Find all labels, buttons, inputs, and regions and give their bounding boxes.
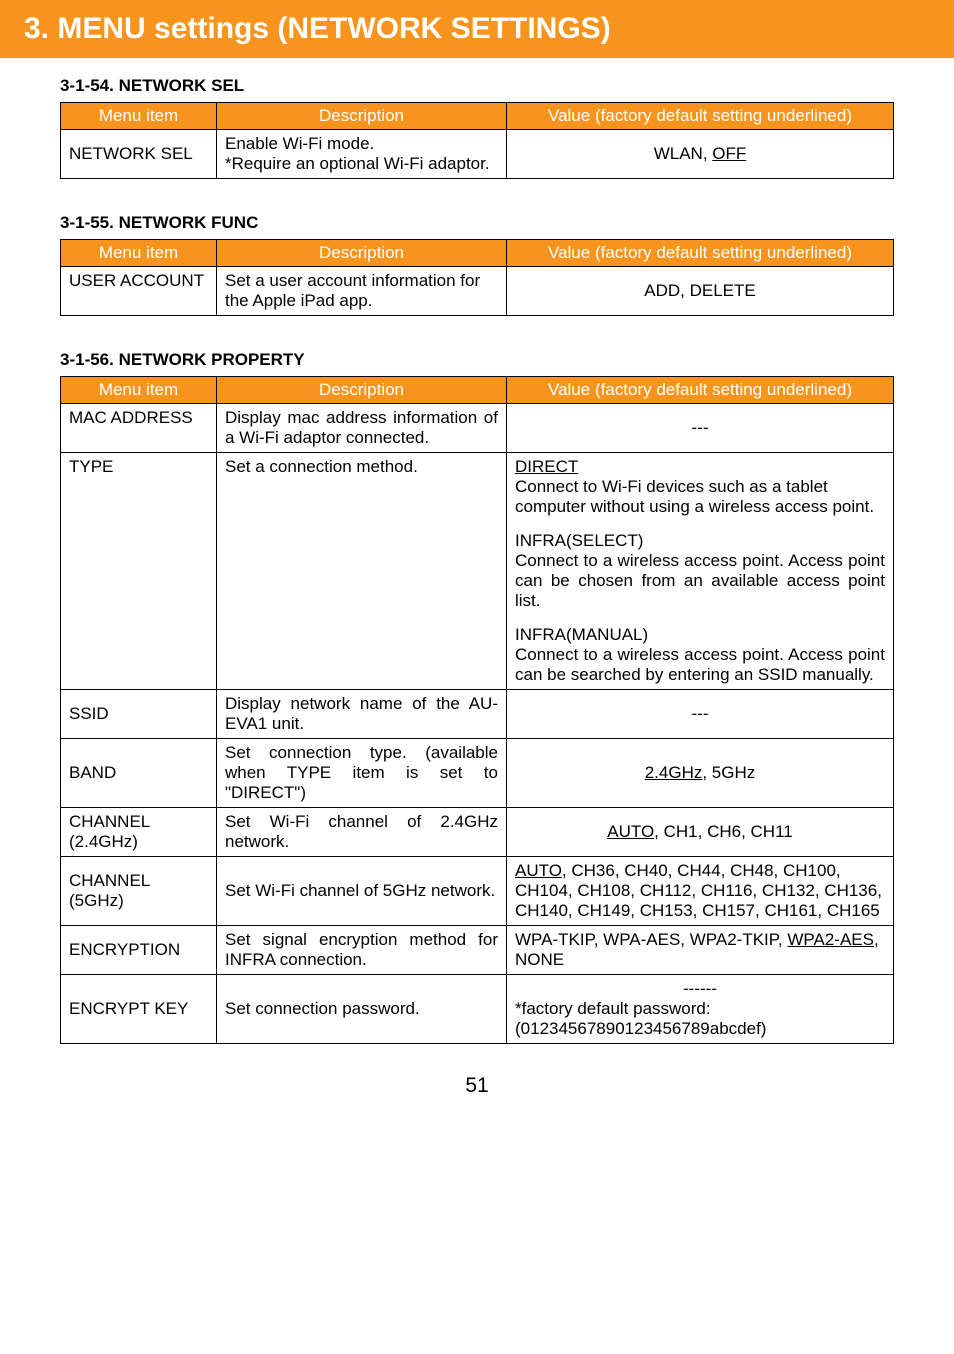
desc-line: Enable Wi-Fi mode. xyxy=(225,134,498,154)
table-54: Menu item Description Value (factory def… xyxy=(60,102,894,179)
cell-desc: Display mac address information of a Wi-… xyxy=(217,404,507,453)
section-heading-55: 3-1-55. NETWORK FUNC xyxy=(60,213,894,233)
cell-desc: Set connection password. xyxy=(217,975,507,1044)
table-56: Menu item Description Value (factory def… xyxy=(60,376,894,1044)
table-row: CHANNEL (5GHz) Set Wi-Fi channel of 5GHz… xyxy=(61,857,894,926)
cell-value: WPA-TKIP, WPA-AES, WPA2-TKIP, WPA2-AES, … xyxy=(507,926,894,975)
table-header-row: Menu item Description Value (factory def… xyxy=(61,103,894,130)
table-row: ENCRYPTION Set signal encryption method … xyxy=(61,926,894,975)
page-title: 3. MENU settings (NETWORK SETTINGS) xyxy=(24,12,930,46)
section-heading-56: 3-1-56. NETWORK PROPERTY xyxy=(60,350,894,370)
table-row: BAND Set connection type. (available whe… xyxy=(61,739,894,808)
value-text: WLAN, xyxy=(654,144,713,163)
value-default: AUTO xyxy=(515,861,562,880)
value-text: , 5GHz xyxy=(702,763,755,782)
cell-desc: Enable Wi-Fi mode. *Require an optional … xyxy=(217,130,507,179)
page-content: 3-1-54. NETWORK SEL Menu item Descriptio… xyxy=(0,76,954,1138)
cell-item: SSID xyxy=(61,690,217,739)
col-value: Value (factory default setting underline… xyxy=(507,377,894,404)
value-default: 2.4GHz xyxy=(645,763,703,782)
col-menu: Menu item xyxy=(61,103,217,130)
cell-value: --- xyxy=(507,690,894,739)
table-row: NETWORK SEL Enable Wi-Fi mode. *Require … xyxy=(61,130,894,179)
table-header-row: Menu item Description Value (factory def… xyxy=(61,240,894,267)
cell-item: NETWORK SEL xyxy=(61,130,217,179)
table-row: MAC ADDRESS Display mac address informat… xyxy=(61,404,894,453)
cell-desc: Set signal encryption method for INFRA c… xyxy=(217,926,507,975)
cell-value: DIRECT Connect to Wi-Fi devices such as … xyxy=(507,453,894,690)
cell-item: ENCRYPT KEY xyxy=(61,975,217,1044)
cell-value: WLAN, OFF xyxy=(507,130,894,179)
cell-value: AUTO, CH36, CH40, CH44, CH48, CH100, CH1… xyxy=(507,857,894,926)
cell-desc: Set a user account information for the A… xyxy=(217,267,507,316)
table-55: Menu item Description Value (factory def… xyxy=(60,239,894,316)
cell-value: ------ *factory default password: (01234… xyxy=(507,975,894,1044)
value-text: , CH1, CH6, CH11 xyxy=(654,822,793,841)
table-row: USER ACCOUNT Set a user account informat… xyxy=(61,267,894,316)
value-heading: INFRA(MANUAL) xyxy=(515,625,885,645)
cell-value: ADD, DELETE xyxy=(507,267,894,316)
cell-value: 2.4GHz, 5GHz xyxy=(507,739,894,808)
table-row: TYPE Set a connection method. DIRECT Con… xyxy=(61,453,894,690)
page-header: 3. MENU settings (NETWORK SETTINGS) xyxy=(0,0,954,58)
cell-item: ENCRYPTION xyxy=(61,926,217,975)
value-dash: ------ xyxy=(515,979,885,999)
value-default: OFF xyxy=(712,144,746,163)
cell-item: MAC ADDRESS xyxy=(61,404,217,453)
col-value: Value (factory default setting underline… xyxy=(507,103,894,130)
cell-value: AUTO, CH1, CH6, CH11 xyxy=(507,808,894,857)
col-desc: Description xyxy=(217,377,507,404)
desc-line: *Require an optional Wi-Fi adaptor. xyxy=(225,154,498,174)
col-value: Value (factory default setting underline… xyxy=(507,240,894,267)
col-menu: Menu item xyxy=(61,240,217,267)
cell-item: TYPE xyxy=(61,453,217,690)
section-heading-54: 3-1-54. NETWORK SEL xyxy=(60,76,894,96)
page-number: 51 xyxy=(60,1074,894,1098)
value-default: DIRECT xyxy=(515,457,578,476)
col-desc: Description xyxy=(217,240,507,267)
value-default: WPA2-AES xyxy=(787,930,874,949)
cell-desc: Set Wi-Fi channel of 5GHz network. xyxy=(217,857,507,926)
value-text: WPA-TKIP, WPA-AES, WPA2-TKIP, xyxy=(515,930,787,949)
cell-desc: Set connection type. (available when TYP… xyxy=(217,739,507,808)
table-header-row: Menu item Description Value (factory def… xyxy=(61,377,894,404)
value-text: , CH36, CH40, CH44, CH48, CH100, CH104, … xyxy=(515,861,882,920)
cell-desc: Set Wi-Fi channel of 2.4GHz network. xyxy=(217,808,507,857)
table-row: ENCRYPT KEY Set connection password. ---… xyxy=(61,975,894,1044)
cell-item: CHANNEL (5GHz) xyxy=(61,857,217,926)
cell-item: BAND xyxy=(61,739,217,808)
value-text: Connect to Wi-Fi devices such as a table… xyxy=(515,477,885,517)
cell-item: USER ACCOUNT xyxy=(61,267,217,316)
value-text: Connect to a wireless access point. Acce… xyxy=(515,551,885,611)
value-text: (01234567890123456789abcdef) xyxy=(515,1019,885,1039)
table-row: SSID Display network name of the AU-EVA1… xyxy=(61,690,894,739)
value-text: Connect to a wireless access point. Acce… xyxy=(515,645,885,685)
value-default: AUTO xyxy=(607,822,654,841)
cell-item: CHANNEL (2.4GHz) xyxy=(61,808,217,857)
cell-desc: Set a connection method. xyxy=(217,453,507,690)
value-text: *factory default password: xyxy=(515,999,885,1019)
col-menu: Menu item xyxy=(61,377,217,404)
table-row: CHANNEL (2.4GHz) Set Wi-Fi channel of 2.… xyxy=(61,808,894,857)
value-heading: INFRA(SELECT) xyxy=(515,531,885,551)
col-desc: Description xyxy=(217,103,507,130)
cell-desc: Display network name of the AU-EVA1 unit… xyxy=(217,690,507,739)
cell-value: --- xyxy=(507,404,894,453)
